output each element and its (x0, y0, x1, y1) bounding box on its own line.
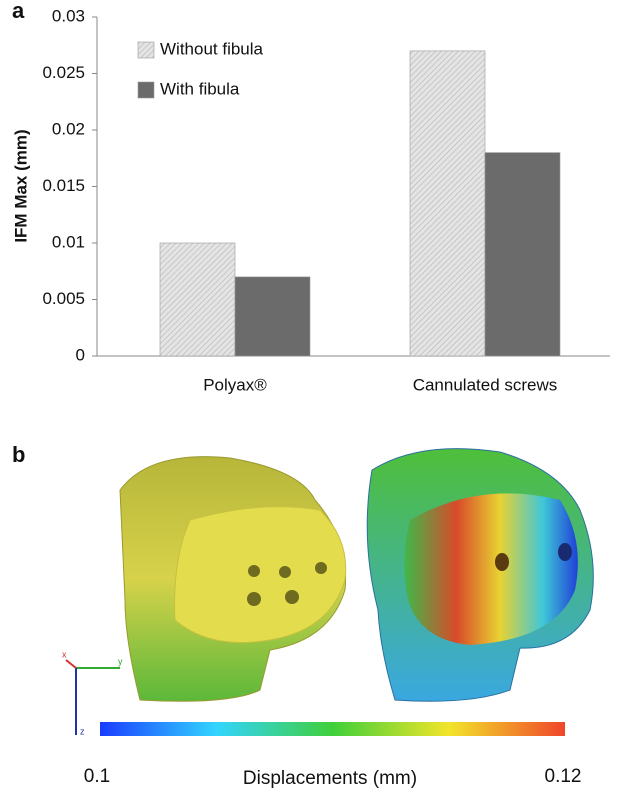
bar (235, 277, 310, 356)
bar (160, 243, 235, 356)
panel-label: b (12, 442, 25, 467)
colorbar-min-label: 0.1 (84, 766, 110, 787)
figure: a IFM Max (mm) b 0.1 0.12 Displacements … (0, 0, 622, 794)
colorbar (100, 722, 565, 736)
y-tick-label: 0.025 (42, 63, 85, 82)
legend-label: Without fibula (160, 39, 264, 58)
y-tick-label: 0.03 (52, 6, 85, 25)
y-tick-label: 0.02 (52, 119, 85, 138)
x-tick-label: Cannulated screws (413, 375, 558, 394)
bone-model-left (120, 457, 346, 702)
y-tick-label: 0.01 (52, 232, 85, 251)
bar (410, 51, 485, 356)
x-tick-label: Polyax® (203, 375, 267, 394)
y-tick-label: 0.015 (42, 176, 85, 195)
axis-x-label: x (62, 649, 67, 659)
panel-label: a (12, 0, 25, 23)
y-axis-label: IFM Max (mm) (11, 129, 30, 242)
legend-swatch (138, 42, 154, 58)
y-tick-label: 0 (76, 345, 85, 364)
axis-z-label: z (80, 726, 85, 736)
axis-y-label: y (118, 656, 123, 666)
bone-model-right (367, 449, 593, 702)
legend-swatch (138, 82, 154, 98)
colorbar-label: Displacements (mm) (243, 768, 417, 789)
bar (485, 153, 560, 356)
y-tick-label: 0.005 (42, 289, 85, 308)
colorbar-max-label: 0.12 (545, 766, 582, 787)
legend-label: With fibula (160, 79, 240, 98)
